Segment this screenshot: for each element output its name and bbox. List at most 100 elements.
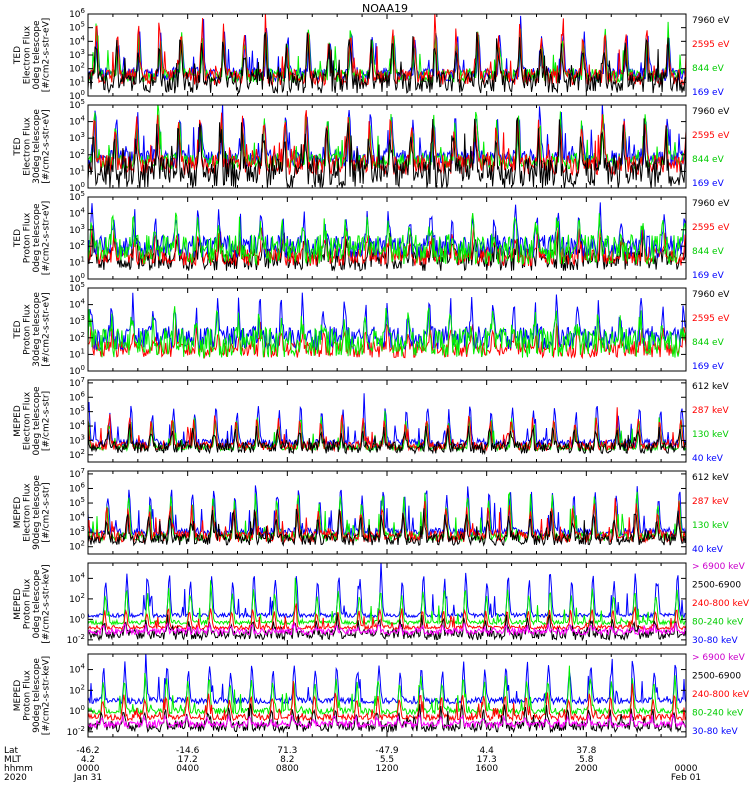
legend-844-ev: 844 eV: [692, 64, 725, 74]
y-tick-label: 106: [69, 7, 85, 20]
legend-80-240-kev: 80-240 keV: [692, 709, 744, 719]
y-tick-label: 101: [69, 256, 85, 269]
y-tick-label: 103: [69, 314, 85, 327]
legend-844-ev: 844 eV: [692, 338, 725, 348]
y-tick-label: 102: [69, 448, 85, 461]
legend-287-kev: 287 keV: [692, 497, 729, 507]
y-tick-label: 100: [69, 181, 85, 194]
x-tick-hhmm: 1200: [376, 764, 399, 774]
y-axis-label: TEDElectron Flux30deg telescope[#/cm2-s-…: [13, 109, 52, 184]
series-844-ev: [88, 306, 686, 360]
legend-844-ev: 844 eV: [692, 247, 725, 257]
legend-240-800-kev: 240-800 keV: [692, 690, 750, 700]
x-tick-mlt: 8.2: [280, 755, 294, 765]
series-240-800-kev: [88, 680, 686, 723]
y-tick-label: 104: [69, 571, 85, 584]
y-tick-label: 102: [69, 62, 85, 75]
legend-2595-ev: 2595 eV: [692, 314, 730, 324]
y-tick-label: 104: [69, 206, 85, 219]
x-tick-mlt: 17.3: [477, 755, 497, 765]
legend-169-ev: 169 eV: [692, 88, 725, 98]
legend-612-kev: 612 keV: [692, 382, 729, 392]
series-2500-6900: [88, 613, 686, 642]
legend-169-ev: 169 eV: [692, 362, 725, 372]
y-tick-label: 101: [69, 164, 85, 177]
figure-title: NOAA19: [362, 2, 408, 15]
series-844-ev: [88, 105, 686, 171]
legend-40-kev: 40 keV: [692, 454, 724, 464]
y-axis-label: MEPEDElectron Flux90deg telescope[#/cm2-…: [13, 475, 52, 550]
panel-2: 105 104 103 102 101 100 TEDElectron Flux30deg …: [13, 98, 730, 194]
legend-7960-ev: 7960 eV: [692, 199, 730, 209]
legend-169-ev: 169 eV: [692, 271, 725, 281]
y-tick-label: 105: [69, 98, 85, 111]
x-row-label-hhmm: hhmm: [4, 764, 33, 774]
y-tick-label: 102: [69, 331, 85, 344]
x-tick-lat: -46.2: [76, 746, 99, 756]
legend-7960-ev: 7960 eV: [692, 290, 730, 300]
x-tick-date: Jan 31: [73, 773, 102, 783]
y-axis-label: MEPEDElectron Flux0deg telescope[#/cm2-s…: [13, 386, 52, 456]
y-axis-label: TEDProton Flux0deg telescope[#/cm2-s-str…: [13, 201, 52, 276]
y-tick-label: 105: [69, 405, 85, 418]
y-tick-label: 103: [69, 223, 85, 236]
y-tick-label: 104: [69, 663, 85, 676]
panel-3: 105 104 103 102 101 100 TEDProton Flux0deg tel…: [13, 190, 730, 285]
y-tick-label: 103: [69, 525, 85, 538]
x-tick-hhmm: 0000: [77, 764, 100, 774]
legend-30-80-kev: 30-80 keV: [692, 636, 738, 646]
x-tick-mlt: 4.2: [81, 755, 95, 765]
x-tick-mlt: 5.5: [380, 755, 394, 765]
series-287-kev: [88, 498, 686, 544]
legend-2595-ev: 2595 eV: [692, 131, 730, 141]
y-tick-label: 104: [69, 511, 85, 524]
y-tick-label: 10-2: [67, 633, 85, 646]
panel-6-series: [88, 485, 686, 547]
series-240-800-kev: [88, 603, 686, 632]
y-tick-label: 101: [69, 75, 85, 88]
legend-612-kev: 612 keV: [692, 473, 729, 483]
y-tick-label: 106: [69, 481, 85, 494]
y-tick-label: 105: [69, 281, 85, 294]
legend-130-kev: 130 keV: [692, 430, 729, 440]
y-tick-label: 101: [69, 347, 85, 360]
y-tick-label: 100: [69, 364, 85, 377]
y-tick-label: 102: [69, 683, 85, 696]
legend-844-ev: 844 eV: [692, 155, 725, 165]
legend-40-kev: 40 keV: [692, 545, 724, 555]
legend-130-kev: 130 keV: [692, 521, 729, 531]
legend-240-800-kev: 240-800 keV: [692, 599, 750, 609]
y-tick-label: 107: [69, 376, 85, 389]
y-tick-label: 102: [69, 239, 85, 252]
x-tick-mlt: 5.8: [579, 755, 594, 765]
x-tick-lat: 71.3: [277, 746, 297, 756]
x-tick-date: Feb 01: [671, 773, 701, 783]
x-tick-hhmm: 0800: [276, 764, 299, 774]
panel-8: 104 102 100 10-2 MEPEDProton Flux90deg teles…: [13, 653, 750, 738]
panel-5-series: [88, 393, 686, 455]
legend--6900-kev: > 6900 keV: [692, 653, 746, 663]
y-tick-label: 105: [69, 496, 85, 509]
series-7960-ev: [88, 117, 686, 188]
series-844-ev: [88, 212, 686, 267]
x-row-label-2020: 2020: [4, 773, 27, 783]
y-tick-label: 10-2: [67, 725, 85, 738]
legend-2500-6900: 2500-6900: [692, 672, 741, 682]
y-tick-label: 106: [69, 390, 85, 403]
legend-7960-ev: 7960 eV: [692, 107, 730, 117]
y-tick-label: 105: [69, 21, 85, 34]
panel-2-series: [88, 105, 686, 188]
y-tick-label: 105: [69, 190, 85, 203]
x-tick-lat: -14.6: [176, 746, 200, 756]
y-tick-label: 100: [69, 89, 85, 102]
y-axis-label: TEDProton Flux30deg telescope[#/cm2-s-st…: [13, 292, 52, 367]
legend-80-240-kev: 80-240 keV: [692, 618, 744, 628]
x-tick-mlt: 17.2: [178, 755, 198, 765]
y-tick-label: 103: [69, 48, 85, 61]
series-80-240-kev: [88, 577, 686, 627]
